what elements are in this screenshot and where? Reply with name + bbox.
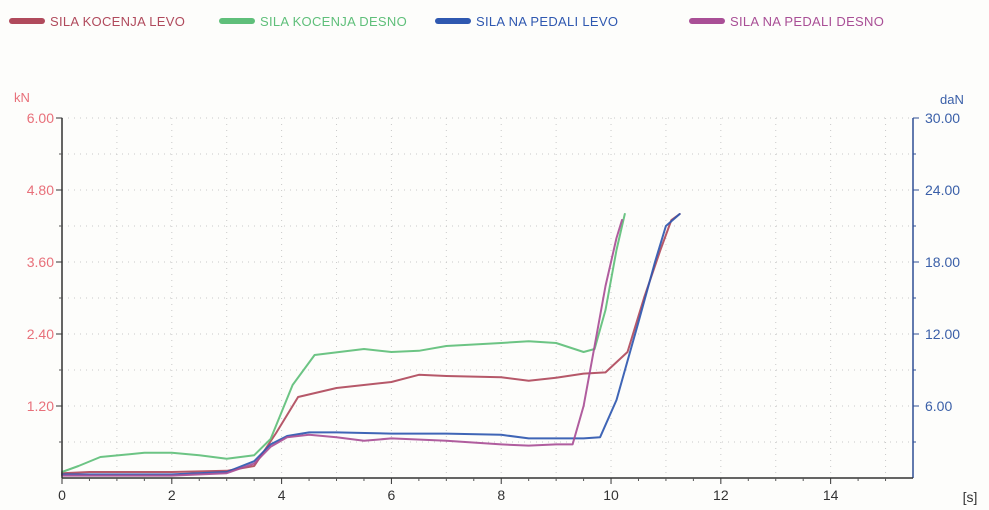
y-right-tick-label: 12.00 [925, 326, 960, 342]
y-right-tick-label: 18.00 [925, 254, 960, 270]
legend: SILA KOCENJA LEVO SILA KOCENJA DESNO SILA … [9, 14, 884, 29]
x-tick-label: 6 [388, 487, 396, 503]
axes [56, 117, 919, 484]
legend-label: SILA NA PEDALI LEVO [476, 14, 618, 29]
legend-label: SILA NA PEDALI DESNO [730, 14, 884, 29]
y-right-tick-label: 24.00 [925, 182, 960, 198]
legend-label: SILA KOCENJA LEVO [50, 14, 185, 29]
y-right-tick-label: 30.00 [925, 110, 960, 126]
x-tick-label: 14 [823, 487, 839, 503]
grid [62, 117, 913, 478]
y-right-tick-label: 6.00 [925, 398, 952, 414]
x-tick-label: 2 [168, 487, 176, 503]
x-axis-unit: [s] [963, 489, 978, 505]
y-left-tick-label: 6.00 [27, 110, 54, 126]
y-left-tick-label: 4.80 [27, 182, 54, 198]
y-left-unit: kN [14, 90, 30, 105]
legend-label: SILA KOCENJA DESNO [260, 14, 407, 29]
series-line [61, 213, 681, 475]
y-left-tick-label: 1.20 [27, 398, 54, 414]
x-tick-label: 12 [713, 487, 729, 503]
series-layer [61, 213, 681, 477]
series-line [61, 213, 626, 473]
x-tick-label: 10 [603, 487, 619, 503]
series-line [61, 213, 681, 476]
y-right-unit: daN [940, 92, 964, 107]
x-tick-label: 8 [497, 487, 505, 503]
x-tick-label: 4 [278, 487, 286, 503]
y-left-tick-label: 3.60 [27, 254, 54, 270]
x-tick-label: 0 [58, 487, 66, 503]
tick-labels: 0 2 4 6 8 10 12 14 [s] 1.20 2.40 3.60 4.80 6.00 kN 6.00… [14, 90, 977, 505]
series-line [61, 219, 623, 477]
y-left-tick-label: 2.40 [27, 326, 54, 342]
